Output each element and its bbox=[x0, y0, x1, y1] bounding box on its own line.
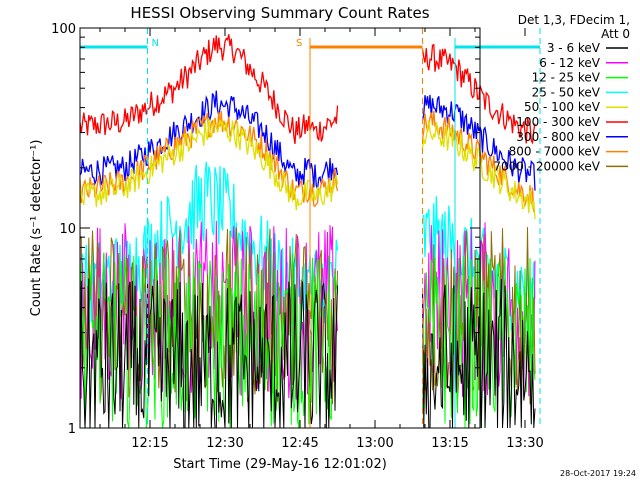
annotation-label-n: N bbox=[152, 38, 159, 49]
x-tick-label: 13:15 bbox=[431, 436, 468, 451]
annotation-label-s: S bbox=[296, 38, 302, 49]
x-tick-label: 12:30 bbox=[206, 436, 243, 451]
x-axis-label: Start Time (29-May-16 12:01:02) bbox=[173, 457, 387, 472]
legend-label: 3 - 6 keV bbox=[547, 41, 601, 55]
legend-header-line-1: Det 1,3, FDecim 1, bbox=[518, 13, 630, 27]
legend-label: 800 - 7000 keV bbox=[509, 145, 601, 159]
legend-label: 100 - 300 keV bbox=[516, 115, 600, 129]
legend-label: 6 - 12 keV bbox=[539, 56, 601, 70]
legend-header-line-2: Att 0 bbox=[601, 27, 630, 41]
series-line-50-100-kev bbox=[79, 118, 536, 220]
legend-label: 7000 - 20000 keV bbox=[493, 159, 600, 173]
y-axis-label: Count Rate (s⁻¹ detector⁻¹) bbox=[29, 140, 44, 317]
y-tick-label: 100 bbox=[51, 22, 76, 37]
x-tick-label: 13:30 bbox=[506, 436, 543, 451]
chart-title: HESSI Observing Summary Count Rates bbox=[130, 4, 429, 22]
series-line-300-800-kev bbox=[79, 90, 536, 191]
x-tick-label: 13:00 bbox=[356, 436, 393, 451]
series-line-100-300-kev bbox=[79, 34, 536, 145]
legend-label: 300 - 800 keV bbox=[516, 130, 600, 144]
x-tick-label: 12:15 bbox=[131, 436, 168, 451]
legend-label: 25 - 50 keV bbox=[532, 85, 601, 99]
timestamp: 28-Oct-2017 19:24 bbox=[560, 469, 636, 478]
legend-label: 12 - 25 keV bbox=[532, 71, 601, 85]
axes: 12:15 12:30 12:45 13:00 13:15 13:30 1 10 100 bbox=[51, 22, 544, 451]
x-tick-label: 12:45 bbox=[281, 436, 318, 451]
series-line-3-6-kev bbox=[79, 278, 536, 429]
y-tick-label: 10 bbox=[59, 222, 76, 237]
y-tick-label: 1 bbox=[68, 422, 76, 437]
legend-label: 50 - 100 keV bbox=[524, 100, 601, 114]
